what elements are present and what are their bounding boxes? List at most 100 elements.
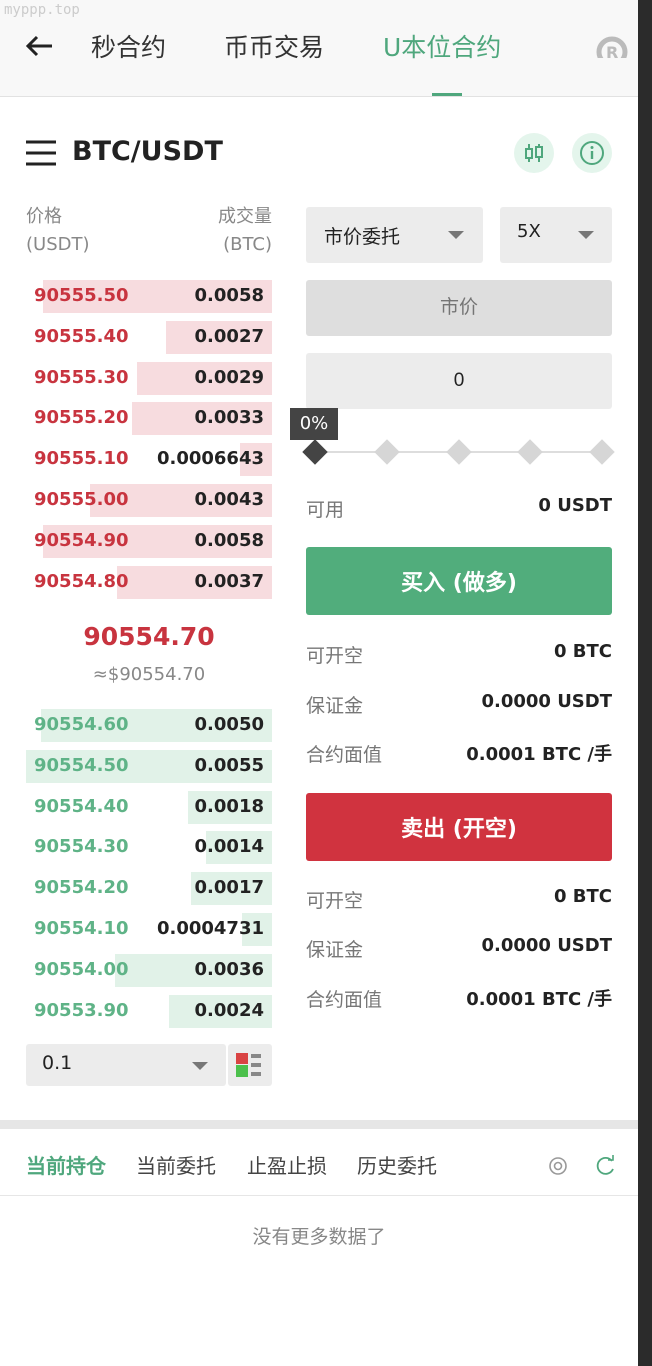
ask-row[interactable]: 90555.10 0.0006643 <box>26 443 272 477</box>
quantity: 0.0029 <box>194 366 264 388</box>
bid-row[interactable]: 90554.30 0.0014 <box>26 831 272 865</box>
sell-short-button[interactable]: 卖出 (开空) <box>306 793 612 861</box>
precision-value: 0.1 <box>42 1052 73 1074</box>
depth-bar <box>131 402 272 436</box>
depth-bar <box>205 831 272 865</box>
quantity: 0.0004731 <box>156 918 264 939</box>
quantity: 0.0037 <box>194 570 264 592</box>
depth-bar <box>168 994 272 1028</box>
quantity: 0.0033 <box>194 407 264 429</box>
price: 90554.60 <box>34 714 129 735</box>
menu-icon[interactable] <box>26 140 56 166</box>
tab-order-history[interactable]: 历史委托 <box>357 1154 437 1178</box>
ask-row[interactable]: 90555.50 0.0058 <box>26 280 272 313</box>
price: 90554.50 <box>34 754 129 776</box>
depth-bar <box>188 790 272 824</box>
bid-row[interactable]: 90554.40 0.0018 <box>26 790 272 824</box>
ask-row[interactable]: 90555.00 0.0043 <box>26 484 272 517</box>
quantity: 0.0058 <box>194 529 264 551</box>
price: 90554.40 <box>34 795 129 817</box>
bid-row[interactable]: 90554.10 0.0004731 <box>26 913 272 946</box>
last-price-usd: ≈$90554.70 <box>92 664 206 685</box>
leverage-value: 5X <box>517 221 541 242</box>
price: 90555.40 <box>34 325 129 347</box>
price: 90554.10 <box>34 918 129 939</box>
price-input[interactable] <box>306 280 612 336</box>
chevron-down-icon <box>192 1062 208 1070</box>
bid-row[interactable]: 90554.60 0.0050 <box>26 709 272 742</box>
price: 90554.00 <box>34 958 129 980</box>
depth-bar <box>40 709 272 742</box>
watermark: myppp.top <box>4 2 80 18</box>
section-divider <box>0 1120 638 1129</box>
depth-bar <box>136 361 272 395</box>
empty-message: 没有更多数据了 <box>252 1226 386 1248</box>
price: 90555.10 <box>34 448 129 470</box>
depth-bar <box>242 913 272 946</box>
tab-tp-sl[interactable]: 止盈止损 <box>247 1154 327 1178</box>
slider-step-50[interactable] <box>446 439 472 465</box>
quantity: 0.0055 <box>194 754 264 776</box>
leverage-select[interactable]: 5X <box>500 207 612 263</box>
price: 90555.20 <box>34 407 129 429</box>
ask-row[interactable]: 90554.80 0.0037 <box>26 565 272 599</box>
precision-select[interactable]: 0.1 <box>26 1044 226 1086</box>
chevron-down-icon <box>448 231 464 239</box>
chevron-down-icon <box>578 231 594 239</box>
quantity: 0.0027 <box>194 325 264 347</box>
depth-bar <box>117 565 272 599</box>
top-nav: myppp.top 秒合约 币币交易 U本位合约 R <box>0 0 638 97</box>
back-arrow-icon[interactable] <box>24 34 54 58</box>
eye-icon[interactable] <box>546 1156 570 1176</box>
amount-input[interactable] <box>306 353 612 409</box>
bid-row[interactable]: 90554.20 0.0017 <box>26 872 272 906</box>
slider-step-25[interactable] <box>374 439 400 465</box>
tab-usdt-futures[interactable]: U本位合约 <box>383 33 502 62</box>
pair-title[interactable]: BTC/USDT <box>72 136 223 167</box>
divider <box>0 1195 638 1196</box>
slider-handle[interactable] <box>302 439 328 465</box>
price: 90554.30 <box>34 836 129 858</box>
quantity: 0.0036 <box>194 958 264 980</box>
price-column-header: 价格 (USDT) <box>26 206 90 255</box>
depth-layout-icon <box>236 1053 261 1077</box>
buy-long-button[interactable]: 买入 (做多) <box>306 547 612 615</box>
price: 90555.00 <box>34 489 129 510</box>
ask-row[interactable]: 90555.40 0.0027 <box>26 320 272 354</box>
quantity: 0.0017 <box>194 877 264 899</box>
slider-step-100[interactable] <box>589 439 615 465</box>
depth-bar <box>190 872 272 906</box>
price: 90555.30 <box>34 366 129 388</box>
logo-icon: R <box>596 36 628 58</box>
depth-bar <box>89 484 272 517</box>
price: 90554.90 <box>34 529 129 551</box>
ask-row[interactable]: 90555.20 0.0033 <box>26 402 272 436</box>
depth-bar <box>114 953 272 987</box>
ask-row[interactable]: 90554.90 0.0058 <box>26 524 272 558</box>
ask-row[interactable]: 90555.30 0.0029 <box>26 361 272 395</box>
quantity: 0.0043 <box>194 489 264 510</box>
depth-bar <box>43 280 272 313</box>
candlestick-chart-icon[interactable] <box>514 133 554 173</box>
slider-step-75[interactable] <box>517 439 543 465</box>
qty-column-header: 成交量 (BTC) <box>218 206 272 255</box>
quantity: 0.0058 <box>194 285 264 306</box>
price: 90555.50 <box>34 285 129 306</box>
refresh-icon[interactable] <box>594 1155 616 1177</box>
info-icon[interactable] <box>572 133 612 173</box>
order-type-select[interactable]: 市价委托 <box>306 207 483 263</box>
tab-current-positions[interactable]: 当前持仓 <box>26 1154 106 1178</box>
tab-current-orders[interactable]: 当前委托 <box>136 1154 216 1178</box>
quantity: 0.0014 <box>194 836 264 858</box>
quantity: 0.0050 <box>194 714 264 735</box>
bid-row[interactable]: 90553.90 0.0024 <box>26 994 272 1028</box>
active-tab-indicator <box>432 93 462 96</box>
price: 90554.20 <box>34 877 129 899</box>
bid-row[interactable]: 90554.00 0.0036 <box>26 953 272 987</box>
price: 90553.90 <box>34 999 129 1021</box>
tab-second-contract[interactable]: 秒合约 <box>91 33 167 62</box>
tab-spot[interactable]: 币币交易 <box>224 33 325 62</box>
depth-view-toggle[interactable] <box>228 1044 272 1086</box>
bid-row[interactable]: 90554.50 0.0055 <box>26 749 272 783</box>
svg-text:R: R <box>606 43 618 58</box>
